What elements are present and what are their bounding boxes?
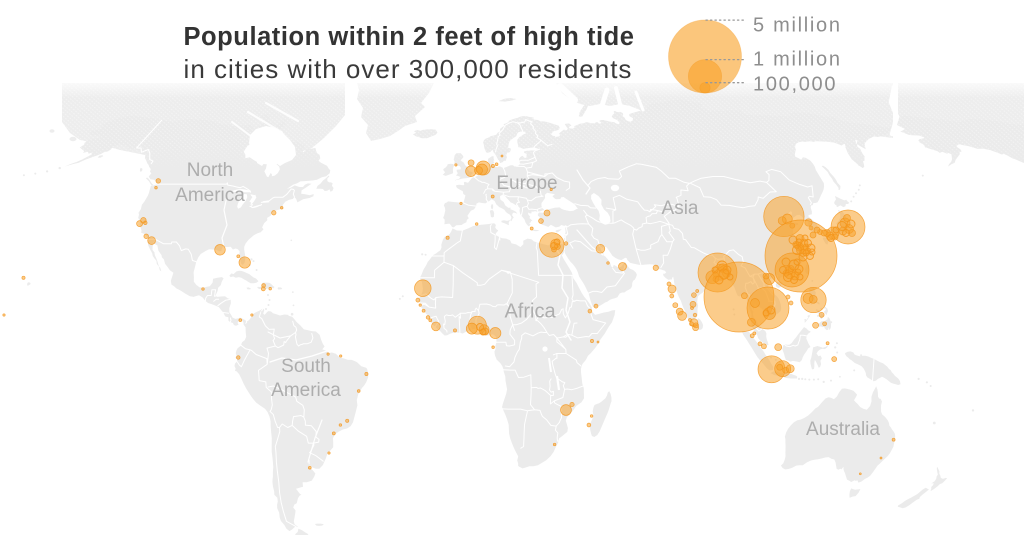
svg-text:100,000: 100,000 xyxy=(753,74,837,96)
svg-text:Asia: Asia xyxy=(662,198,699,219)
svg-text:Africa: Africa xyxy=(504,300,556,322)
svg-text:South: South xyxy=(281,356,331,377)
svg-text:Europe: Europe xyxy=(496,173,557,194)
svg-text:5 million: 5 million xyxy=(753,15,842,37)
svg-text:Australia: Australia xyxy=(806,419,880,440)
svg-text:America: America xyxy=(271,380,341,401)
svg-text:America: America xyxy=(175,185,245,206)
svg-text:in cities with over 300,000 re: in cities with over 300,000 residents xyxy=(184,54,633,84)
svg-text:North: North xyxy=(187,160,233,181)
svg-text:Population within 2 feet of hi: Population within 2 feet of high tide xyxy=(184,23,635,51)
svg-text:1 million: 1 million xyxy=(753,49,842,71)
